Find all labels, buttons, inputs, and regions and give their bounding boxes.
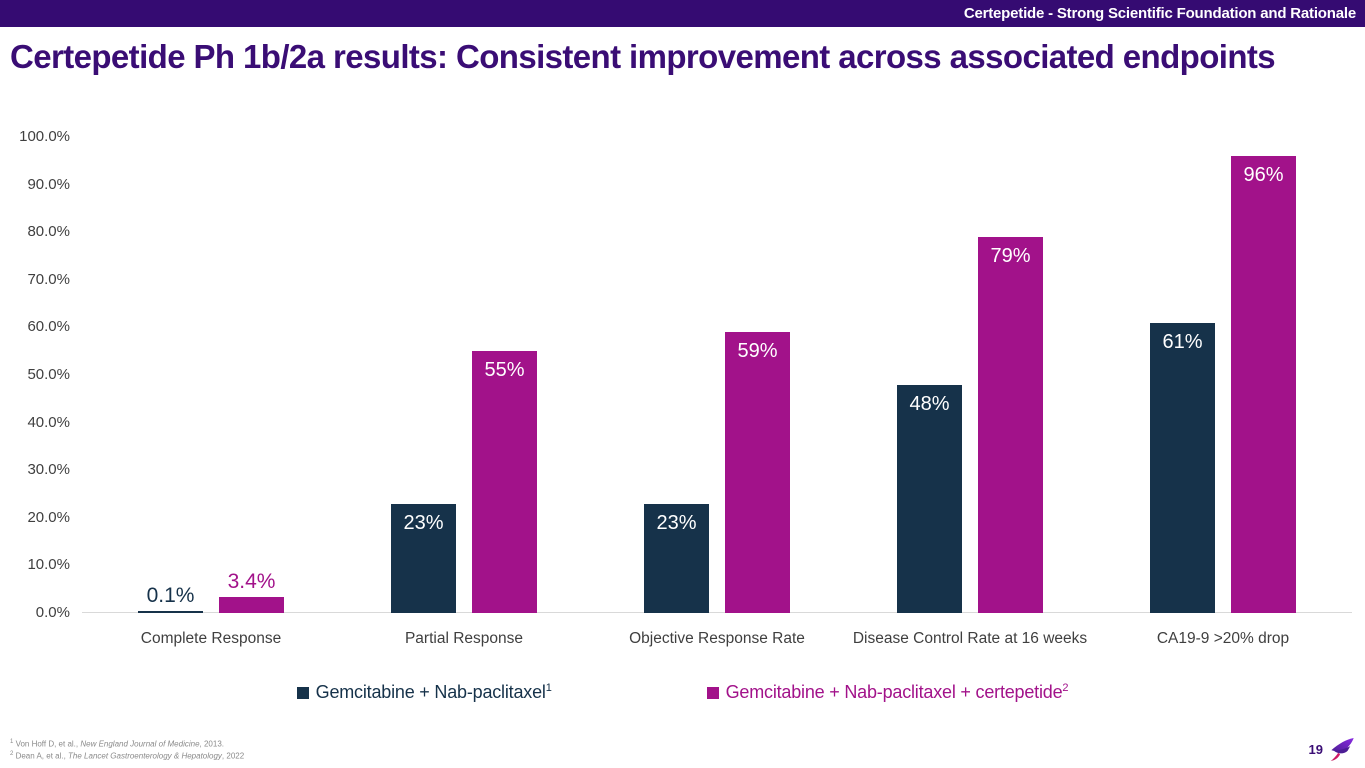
- bar-value-label: 59%: [737, 340, 778, 362]
- bar-control: [644, 504, 709, 613]
- bar-value-label: 23%: [403, 512, 444, 534]
- x-axis-baseline: [82, 612, 1352, 613]
- y-axis-tick-label: 80.0%: [27, 223, 70, 241]
- bar-value-label: 0.1%: [146, 584, 195, 607]
- legend-item-certepetide-arm: Gemcitabine + Nab-paclitaxel + certepeti…: [706, 682, 1069, 703]
- page-title: Certepetide Ph 1b/2a results: Consistent…: [10, 38, 1276, 75]
- page-number: 19: [1308, 742, 1323, 757]
- bar-control: [391, 504, 456, 613]
- bar-certepetide: [472, 351, 537, 613]
- y-axis-tick-label: 30.0%: [27, 461, 70, 479]
- y-axis-tick-label: 70.0%: [27, 270, 70, 288]
- y-axis-tick-label: 60.0%: [27, 318, 70, 336]
- y-axis-tick-label: 0.0%: [35, 604, 70, 621]
- chart-legend: Gemcitabine + Nab-paclitaxel1 Gemcitabin…: [0, 682, 1365, 703]
- category-label: CA19-9 >20% drop: [1156, 630, 1290, 647]
- bar-control: [1150, 323, 1215, 613]
- legend-superscript: 2: [1062, 682, 1069, 694]
- y-axis-tick-label: 100.0%: [19, 128, 70, 145]
- bar-control: [897, 385, 962, 613]
- footnotes: 1 Von Hoff D, et al., New England Journa…: [10, 737, 244, 762]
- bar-value-label: 55%: [484, 359, 525, 381]
- bar-value-label: 79%: [990, 245, 1031, 267]
- y-axis-tick-label: 40.0%: [27, 413, 70, 431]
- legend-superscript: 1: [545, 682, 552, 694]
- category-label: Disease Control Rate at 16 weeks: [852, 630, 1088, 647]
- y-axis-tick-label: 50.0%: [27, 366, 70, 383]
- hummingbird-logo-icon: [1330, 738, 1354, 761]
- y-axis-tick-label: 20.0%: [27, 508, 70, 526]
- page-footer: 19: [1309, 736, 1355, 763]
- bar-value-label: 96%: [1243, 164, 1284, 186]
- legend-swatch-icon: [706, 687, 719, 699]
- bar-certepetide: [1231, 156, 1296, 613]
- legend-label: Gemcitabine + Nab-paclitaxel: [315, 682, 546, 702]
- bar-certepetide: [978, 237, 1043, 613]
- legend-item-control-arm: Gemcitabine + Nab-paclitaxel1: [296, 682, 552, 703]
- footnote-1: 1 Von Hoff D, et al., New England Journa…: [10, 738, 224, 749]
- legend-label: Gemcitabine + Nab-paclitaxel + certepeti…: [725, 682, 1063, 702]
- category-label: Complete Response: [140, 630, 282, 647]
- bar-certepetide: [725, 332, 790, 613]
- category-label: Partial Response: [404, 630, 524, 647]
- bar-value-label: 48%: [909, 393, 950, 415]
- top-banner: Certepetide - Strong Scientific Foundati…: [0, 0, 1365, 27]
- bar-value-label: 23%: [656, 512, 697, 534]
- y-axis-tick-label: 90.0%: [27, 175, 70, 193]
- banner-text: Certepetide - Strong Scientific Foundati…: [963, 5, 1356, 22]
- bar-control: [138, 611, 203, 613]
- chart-plot-area: Complete Response Partial Response Objecti…: [82, 137, 1352, 647]
- bar-value-label: 3.4%: [227, 570, 276, 593]
- y-axis: 100.0% 90.0% 80.0% 70.0% 60.0% 50.0% 40.0% 30.0…: [0, 128, 70, 623]
- bar-certepetide: [219, 597, 284, 613]
- y-axis-tick-label: 10.0%: [27, 556, 70, 574]
- footnote-2: 2 Dean A, et al., The Lancet Gastroenter…: [10, 751, 245, 761]
- category-label: Objective Response Rate: [629, 630, 805, 647]
- bar-value-label: 61%: [1162, 331, 1203, 353]
- legend-swatch-icon: [296, 687, 309, 699]
